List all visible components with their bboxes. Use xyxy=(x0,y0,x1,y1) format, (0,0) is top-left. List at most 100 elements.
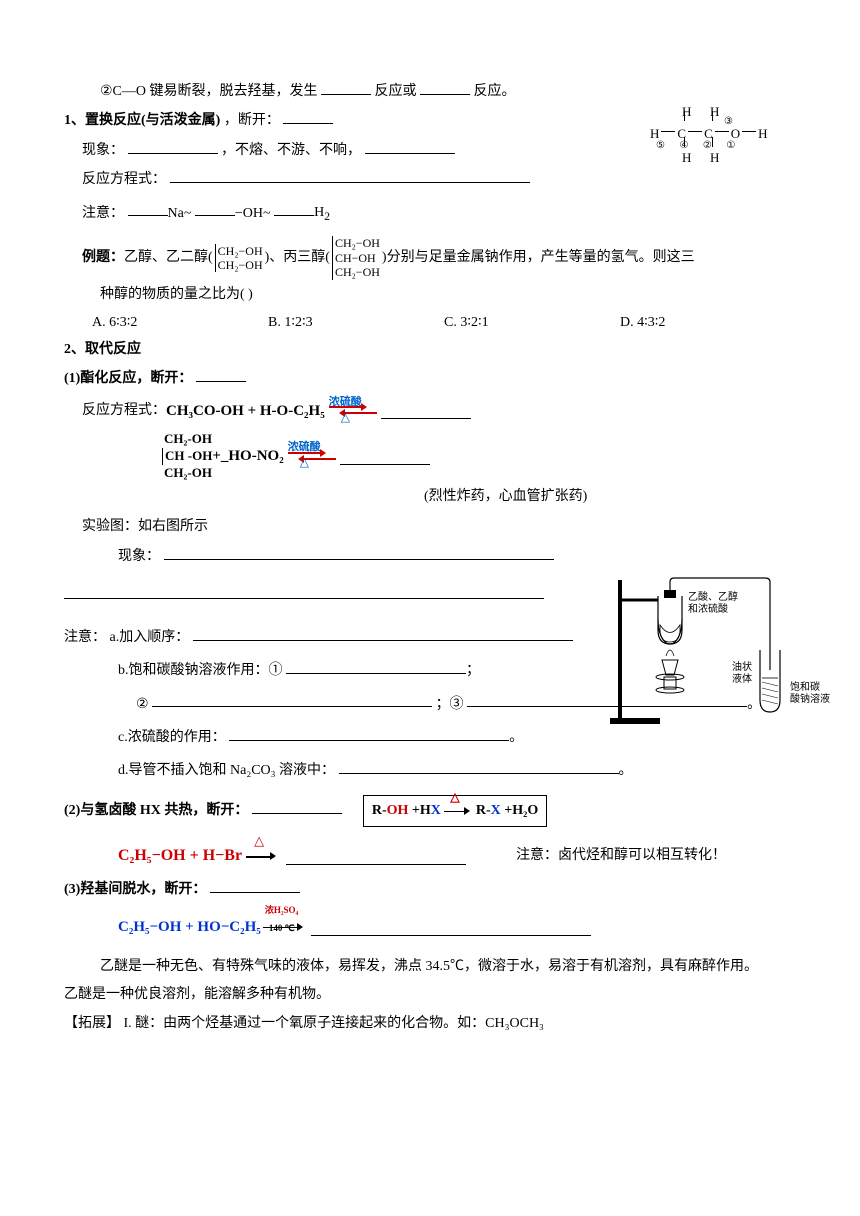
text: ，不熔、不游、不响， xyxy=(221,143,361,158)
sec2-sub1: (1)酯化反应，断开： xyxy=(64,365,796,392)
eq2-note: (烈性炸药，心血管扩张药) xyxy=(64,484,796,511)
blank[interactable] xyxy=(170,166,530,183)
blank[interactable] xyxy=(467,691,747,708)
blank[interactable] xyxy=(286,848,466,865)
label: 反应方程式： xyxy=(82,398,166,425)
note-text: 注意：卤代烃和醇可以相互转化！ xyxy=(516,843,726,870)
blank[interactable] xyxy=(311,919,591,936)
title: (3)羟基间脱水，断开： xyxy=(64,882,206,897)
sec2-sub2-eq: C₂H₅−OH + H−Br △ 注意：卤代烃和醇可以相互转化！ xyxy=(64,841,796,871)
blank[interactable] xyxy=(229,724,509,741)
blank[interactable] xyxy=(339,757,619,774)
choice-b[interactable]: B. 1∶2∶3 xyxy=(268,310,444,337)
sec2-title: 2、取代反应 xyxy=(64,337,796,364)
boxed-equation: R-OH +HX △ R-X +H₂O xyxy=(363,795,547,828)
glycerol-formula: CH₂−OH CH−OH CH₂−OH xyxy=(332,236,380,279)
text: 反应。 xyxy=(474,84,516,99)
title: (2)与氢卤酸 HX 共热，断开： xyxy=(64,803,248,818)
choices: A. 6∶3∶2 B. 1∶2∶3 C. 3∶2∶1 D. 4∶3∶2 xyxy=(64,310,796,337)
footer-p2: 乙醚是一种优良溶剂，能溶解多种有机物。 xyxy=(64,982,796,1009)
ext-label: 【拓展】 xyxy=(64,1016,120,1031)
sec2-sub3-eq: C₂H₅−OH + HO−C₂H₅ 浓H₂SO₄ 140 ℃ xyxy=(64,913,796,942)
blank[interactable] xyxy=(340,448,430,465)
diagram-label: 饱和碳 xyxy=(790,682,830,694)
blank[interactable] xyxy=(283,107,333,124)
sec2-eq2: CH₂-OH CH -OH CH₂-OH +_HO-NO₂ 浓硫酸 △ xyxy=(64,431,796,482)
sec2-sub3: (3)羟基间脱水，断开： xyxy=(64,876,796,903)
text: ② xyxy=(136,696,149,711)
footer-ext: 【拓展】 I. 醚：由两个烃基通过一个氧原子连接起来的化合物。如：CH₃OCH₃ xyxy=(64,1011,796,1038)
sec1-note: 注意： Na~ −OH~ H2 xyxy=(64,200,796,229)
blank[interactable] xyxy=(321,78,371,95)
label: 现象： xyxy=(82,143,124,158)
choice-d[interactable]: D. 4∶3∶2 xyxy=(620,310,796,337)
text: ；③ xyxy=(436,696,464,711)
ext-text: I. 醚：由两个烃基通过一个氧原子连接起来的化合物。如：CH₃OCH₃ xyxy=(124,1016,544,1031)
blank[interactable] xyxy=(128,200,168,217)
blank[interactable] xyxy=(210,876,300,893)
equation: C₂H₅−OH + HO−C₂H₅ xyxy=(118,913,261,942)
text: 乙醇、乙二醇( xyxy=(124,245,213,272)
text: )分别与足量金属钠作用，产生等量的氢气。则这三 xyxy=(382,245,695,272)
blank[interactable] xyxy=(286,657,466,674)
sec1-equation: 反应方程式： xyxy=(64,166,796,193)
blank[interactable] xyxy=(193,624,573,641)
text: b.饱和碳酸钠溶液作用：① xyxy=(118,663,283,678)
sec2-sub2: (2)与氢卤酸 HX 共热，断开： R-OH +HX △ R-X +H₂O xyxy=(64,795,796,828)
blank[interactable] xyxy=(128,137,218,154)
text: d.导管不插入饱和 Na₂CO₃ 溶液中： xyxy=(118,763,335,778)
blank[interactable] xyxy=(252,797,342,814)
note-b: b.饱和碳酸钠溶液作用：① ； xyxy=(64,657,796,684)
note-c: c.浓硫酸的作用： 。 xyxy=(64,724,796,751)
text: Na~ xyxy=(168,205,192,220)
blank[interactable] xyxy=(195,200,235,217)
sec1-phenomenon: 现象： ，不熔、不游、不响， xyxy=(64,137,796,164)
sec1-title: 1、置换反应(与活泼金属) ，断开： xyxy=(64,107,796,134)
equation: C₂H₅−OH + H−Br xyxy=(118,841,242,871)
label: 例题： xyxy=(82,245,124,272)
note-a: 注意： a.加入顺序： xyxy=(64,624,796,651)
text: a.加入顺序： xyxy=(110,630,190,645)
equilibrium-arrow xyxy=(288,448,336,464)
text: ，断开： xyxy=(224,113,280,128)
note-d: d.导管不插入饱和 Na₂CO₃ 溶液中： 。 xyxy=(64,757,796,784)
exp-label: 实验图：如右图所示 xyxy=(64,514,796,541)
sec2-eq1: 反应方程式： CH₃CO-OH + H-O-C₂H₅ 浓硫酸 △ xyxy=(64,397,796,426)
sec1-example: 例题： 乙醇、乙二醇( CH₂−OH CH₂−OH )、丙三醇( CH₂−OH … xyxy=(64,236,796,279)
text: )、丙三醇( xyxy=(265,245,330,272)
note-b2: ② ；③ 。 xyxy=(64,691,796,718)
footer-p1: 乙醚是一种无色、有特殊气味的液体，易挥发，沸点 34.5℃，微溶于水，易溶于有机… xyxy=(64,954,796,981)
condition-top: 浓H₂SO₄ xyxy=(265,902,298,919)
condition-bot: 140 ℃ xyxy=(269,920,295,937)
text: c.浓硫酸的作用： xyxy=(118,730,226,745)
text: ②C—O 键易断裂，脱去羟基，发生 xyxy=(100,84,318,99)
text: −OH~ xyxy=(235,205,271,220)
choice-c[interactable]: C. 3∶2∶1 xyxy=(444,310,620,337)
label: 注意： xyxy=(64,630,106,645)
diagram-label: 酸钠溶液 xyxy=(790,694,830,706)
plus: +_HO-NO₂ xyxy=(212,442,283,471)
blank[interactable] xyxy=(164,543,554,560)
title: (1)酯化反应，断开： xyxy=(64,371,192,386)
blank[interactable] xyxy=(274,200,314,217)
equilibrium-arrow xyxy=(329,402,377,418)
text: 种醇的物质的量之比为( ) xyxy=(100,287,253,302)
blank[interactable] xyxy=(196,365,246,382)
equation: CH₃CO-OH + H-O-C₂H₅ xyxy=(166,397,325,426)
title: 1、置换反应(与活泼金属) xyxy=(64,113,220,128)
blank[interactable] xyxy=(420,78,470,95)
blank[interactable] xyxy=(152,691,432,708)
phenomenon: 现象： xyxy=(64,543,796,570)
glycol-formula: CH₂−OH CH₂−OH xyxy=(215,244,263,273)
label: 反应方程式： xyxy=(82,172,166,187)
choice-a[interactable]: A. 6∶3∶2 xyxy=(92,310,268,337)
blank[interactable] xyxy=(365,137,455,154)
label: 现象： xyxy=(118,549,160,564)
blank[interactable] xyxy=(381,403,471,420)
text: (烈性炸药，心血管扩张药) xyxy=(424,489,587,504)
glycerol-formula: CH₂-OH CH -OH CH₂-OH xyxy=(164,431,212,482)
blank[interactable] xyxy=(64,582,544,599)
text: 反应或 xyxy=(375,84,417,99)
text: H2 xyxy=(314,205,330,220)
sec1-example-line2: 种醇的物质的量之比为( ) xyxy=(64,282,796,309)
